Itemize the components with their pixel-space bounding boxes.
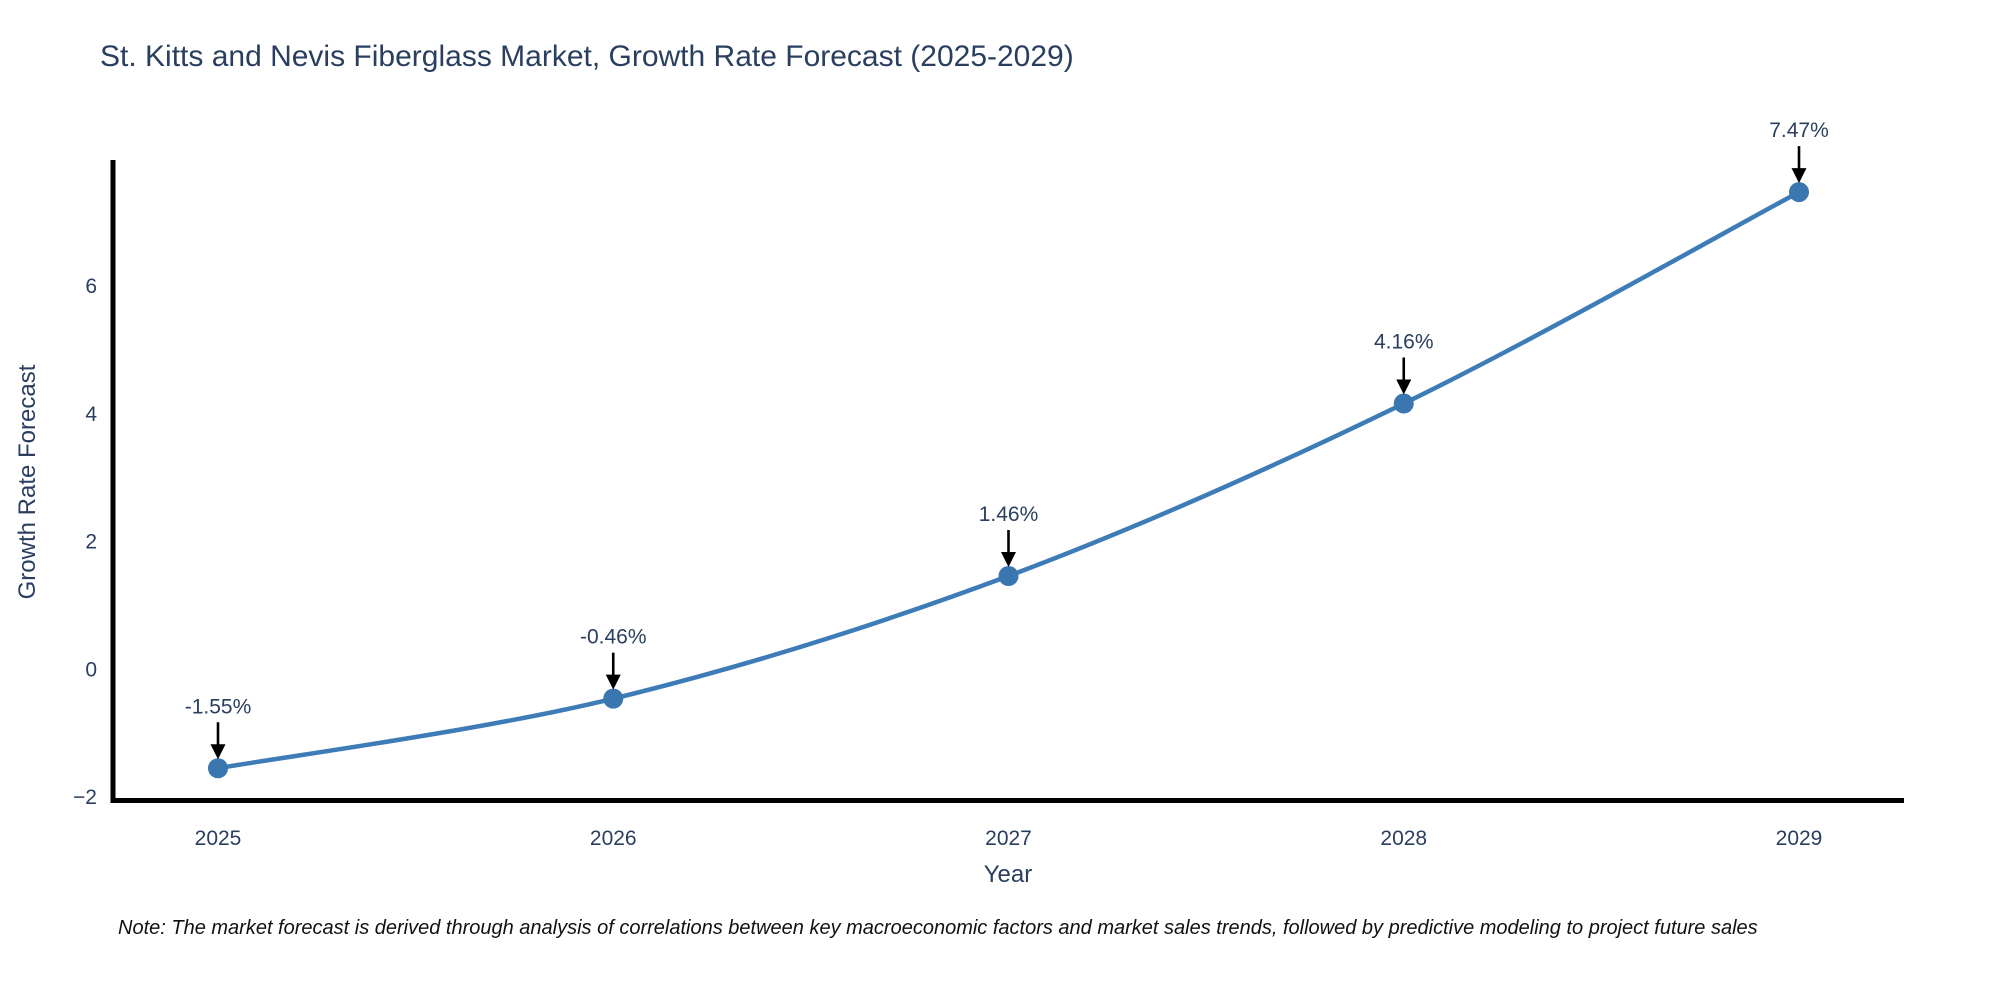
x-tick-label: 2027 — [985, 827, 1032, 850]
y-tick-label: −2 — [73, 786, 97, 809]
x-axis-title: Year — [983, 861, 1033, 888]
y-tick-label: 2 — [85, 531, 97, 554]
annotation-arrowhead — [605, 674, 621, 690]
annotation-label: 1.46% — [979, 503, 1039, 526]
chart-title: St. Kitts and Nevis Fiberglass Market, G… — [100, 40, 1074, 73]
annotation-arrowhead — [1396, 379, 1412, 395]
footnote: Note: The market forecast is derived thr… — [118, 917, 1758, 939]
annotation-label: 4.16% — [1374, 331, 1434, 354]
line-series-path — [215, 189, 1802, 771]
data-point-marker — [208, 758, 228, 779]
annotation-label: -0.46% — [580, 626, 647, 649]
annotation-label: -1.55% — [185, 695, 252, 718]
y-tick-label: 4 — [85, 403, 97, 426]
annotation-arrowhead — [210, 744, 226, 760]
data-point-marker — [998, 565, 1019, 586]
y-tick-label: 0 — [85, 658, 97, 681]
annotation-arrowhead — [1001, 551, 1016, 567]
y-tick-label: 6 — [85, 275, 97, 298]
annotation-label: 7.47% — [1769, 119, 1829, 142]
x-tick-label: 2026 — [590, 827, 637, 850]
x-tick-label: 2028 — [1380, 827, 1427, 850]
data-point-marker — [1393, 393, 1414, 414]
annotation-arrowhead — [1791, 168, 1807, 184]
x-tick-label: 2025 — [195, 827, 242, 850]
data-point-marker — [603, 688, 624, 709]
x-tick-label: 2029 — [1776, 827, 1823, 850]
data-point-marker — [1789, 182, 1809, 203]
